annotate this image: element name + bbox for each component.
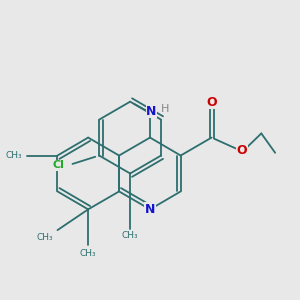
Text: N: N — [145, 203, 155, 216]
Text: N: N — [146, 105, 157, 118]
Text: O: O — [206, 96, 217, 109]
Text: CH₃: CH₃ — [37, 233, 53, 242]
Text: Cl: Cl — [52, 160, 64, 170]
Text: CH₃: CH₃ — [122, 232, 138, 241]
Text: O: O — [237, 143, 247, 157]
Text: CH₃: CH₃ — [6, 151, 22, 160]
Text: CH₃: CH₃ — [80, 249, 97, 258]
Text: H: H — [161, 104, 170, 114]
